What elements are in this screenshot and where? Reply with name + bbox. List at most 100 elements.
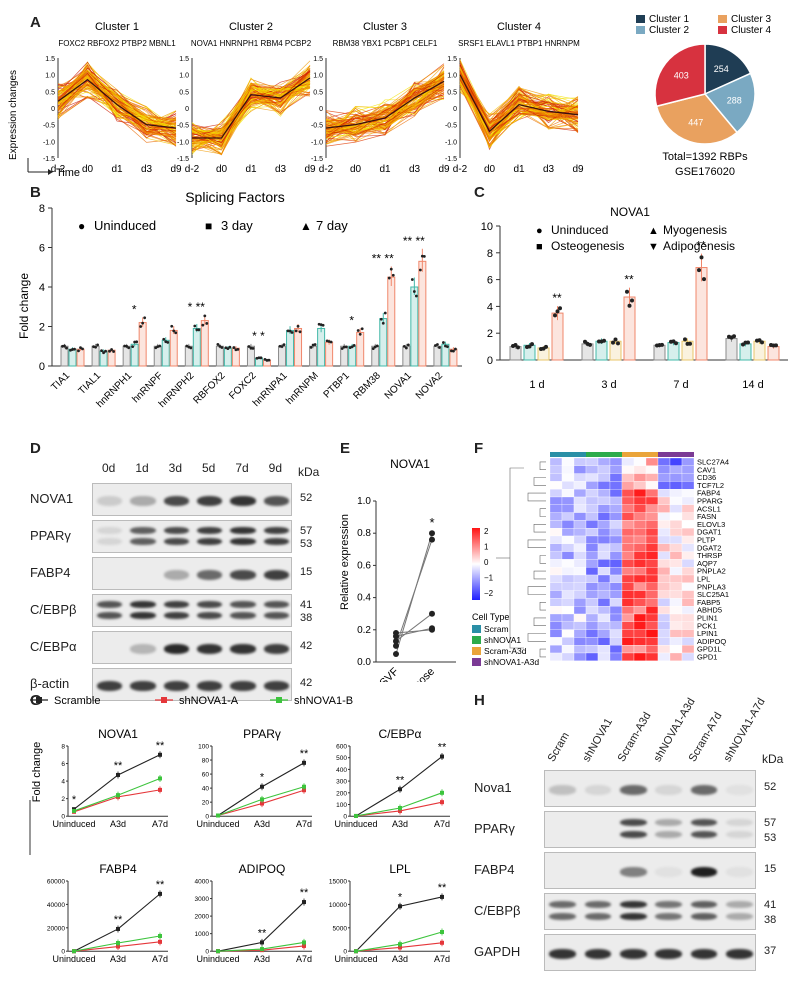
blot-strip	[92, 483, 292, 516]
blot-strip	[544, 811, 756, 848]
expression-trace	[325, 72, 445, 133]
heatmap-cell	[633, 629, 647, 638]
heatmap-cell	[645, 598, 659, 607]
heatmap-cell	[609, 543, 623, 552]
heatmap-cell	[633, 528, 647, 537]
legend-swatch	[472, 647, 481, 655]
heatmap-cell	[609, 535, 623, 544]
heatmap-cell	[573, 574, 587, 583]
data-point	[688, 341, 692, 346]
heatmap-cell	[633, 652, 647, 661]
protein-band	[263, 643, 289, 654]
heatmap-cell	[633, 559, 647, 568]
heatmap-cell	[681, 574, 695, 583]
y-tick-label: 60	[202, 772, 210, 779]
y-tick-label: 4000	[195, 879, 210, 886]
protein-band	[690, 913, 718, 921]
blot-strip	[92, 631, 292, 664]
heatmap-cell	[657, 489, 671, 498]
panel-label-f: F	[474, 440, 484, 457]
heatmap-cell	[657, 645, 671, 654]
blot-strip	[544, 893, 756, 930]
expression-trace	[191, 83, 311, 147]
bar	[387, 276, 396, 367]
protein-band	[619, 866, 647, 877]
y-tick-label: 0.6	[357, 560, 371, 571]
heatmap-cell	[681, 621, 695, 630]
lane-labels: 0d 1d 3d 5d 7d 9d	[92, 455, 292, 481]
panel-h-western-blot: Scram shNOVA1 Scram-A3d shNOVA1-A3d Scram-A7…	[474, 696, 798, 986]
protein-label: β-actin	[30, 675, 70, 691]
heatmap-cell	[645, 535, 659, 544]
heatmap-cell	[645, 465, 659, 474]
y-tick-label: 200	[336, 790, 347, 797]
protein-label: Nova1	[474, 779, 512, 795]
heatmap-cell	[573, 598, 587, 607]
data-point	[81, 347, 84, 351]
subplot-title: NOVA1	[98, 727, 138, 741]
x-tick-label: SVF	[377, 665, 401, 682]
data-point	[553, 313, 557, 318]
heatmap-cell	[669, 465, 683, 474]
expression-trace	[325, 85, 445, 122]
heatmap-cell	[681, 489, 695, 498]
heatmap-cell	[549, 629, 563, 638]
heatmap-cell	[669, 543, 683, 552]
pie-slice	[655, 93, 739, 145]
data-point	[131, 345, 135, 349]
dendrogram-branch	[533, 617, 546, 626]
bar	[317, 327, 326, 367]
x-tick-label: d3	[543, 164, 555, 175]
x-tick-label: d9	[304, 164, 316, 175]
x-tick-label: NOVA2	[414, 370, 446, 402]
data-point	[588, 342, 592, 347]
y-tick-label: -0.5	[43, 123, 55, 130]
heatmap-cell	[549, 606, 563, 615]
expression-trace	[459, 66, 579, 124]
data-point	[139, 325, 143, 328]
x-tick-label: A3d	[254, 819, 270, 829]
data-point	[602, 338, 606, 343]
gene-label: PPARG	[697, 497, 723, 506]
heatmap-cell	[669, 473, 683, 482]
data-point	[350, 345, 354, 349]
bar	[223, 347, 232, 367]
data-point	[100, 349, 103, 353]
heatmap-cell	[669, 496, 683, 505]
gene-label: GPD1L	[697, 645, 722, 654]
legend-swatch	[636, 26, 645, 34]
x-tick-label: d3	[141, 164, 153, 175]
heatmap-cell	[609, 637, 623, 646]
data-marker	[216, 949, 220, 954]
x-tick-label: Uninduced	[196, 954, 239, 964]
heatmap-cell	[621, 535, 635, 544]
heatmap-cell	[549, 574, 563, 583]
protein-band	[655, 948, 683, 959]
x-tick-label: A3d	[254, 954, 270, 964]
heatmap-cell	[585, 504, 599, 513]
x-tick-label: hnRNPM	[284, 370, 320, 406]
lane-label: 0d	[101, 461, 116, 475]
heatmap-cell	[657, 606, 671, 615]
pie-slice	[704, 43, 752, 96]
heatmap-cell	[645, 606, 659, 615]
significance-label: *	[398, 891, 403, 903]
heatmap-cell	[585, 489, 599, 498]
heatmap-cell	[681, 606, 695, 615]
y-axis-label: Relative expression	[339, 514, 351, 610]
blot-strip	[92, 668, 292, 701]
heatmap-cell	[633, 520, 647, 529]
data-point	[236, 348, 240, 351]
heatmap-cell	[585, 567, 599, 576]
protein-band	[549, 900, 577, 908]
y-tick-label: 0.5	[447, 89, 457, 96]
blot-strip	[544, 934, 756, 971]
data-point	[383, 311, 387, 315]
color-scale-label: 2	[484, 527, 489, 536]
legend-symbol: ●	[536, 225, 543, 237]
dendrogram-branch	[539, 648, 546, 658]
heatmap-cell	[609, 496, 623, 505]
data-point	[454, 347, 457, 351]
heatmap-cell	[657, 528, 671, 537]
x-tick-label: NOVA1	[383, 370, 415, 402]
